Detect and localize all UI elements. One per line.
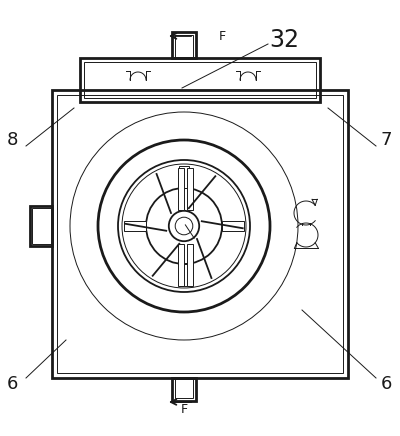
Text: 6: 6 [7,375,18,393]
Text: 32: 32 [269,28,299,52]
Polygon shape [179,166,189,188]
Text: F: F [218,30,226,42]
Bar [187,168,193,210]
Text: 8: 8 [7,131,18,149]
Polygon shape [179,264,189,286]
Text: 7: 7 [380,131,392,149]
Text: 6: 6 [380,375,392,393]
Bar [178,168,184,210]
Text: F: F [180,403,188,416]
Polygon shape [124,221,146,231]
Bar [187,244,193,286]
Bar [178,244,184,286]
Polygon shape [222,221,244,231]
